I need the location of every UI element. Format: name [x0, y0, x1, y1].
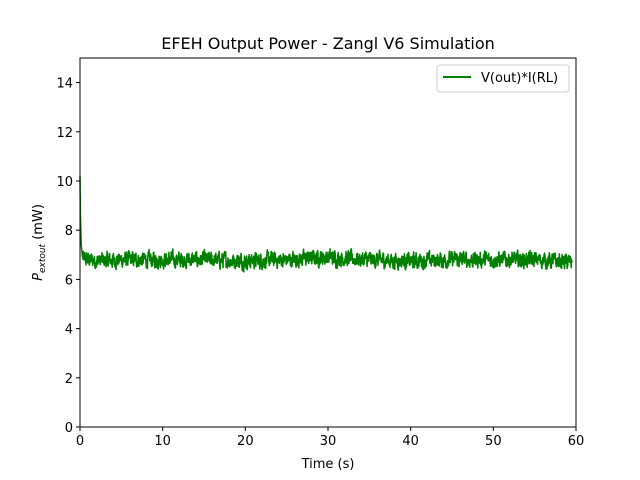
legend: V(out)*I(RL)	[436, 64, 570, 93]
y-tick-label: 2	[65, 372, 73, 387]
series-line	[79, 176, 573, 273]
chart-title: EFEH Output Power - Zangl V6 Simulation	[161, 34, 495, 53]
y-tick-label: 12	[56, 126, 73, 141]
y-tick-label: 10	[56, 175, 73, 190]
x-tick-label: 30	[320, 434, 337, 449]
x-tick-label: 20	[237, 434, 254, 449]
y-tick-label: 6	[65, 273, 73, 288]
series-layer	[79, 176, 573, 273]
y-axis-label: Pextout (mW)	[31, 204, 48, 281]
plot-area	[79, 57, 577, 428]
y-axis-label-symbol: P	[31, 273, 46, 281]
x-tick-label: 10	[154, 434, 171, 449]
x-axis: 0 10 20 30 40 50 60	[76, 427, 584, 449]
x-tick-label: 0	[76, 434, 84, 449]
legend-entry-label: V(out)*I(RL)	[481, 71, 558, 86]
x-tick-label: 60	[568, 434, 585, 449]
x-axis-label: Time (s)	[301, 457, 355, 472]
y-tick-label: 14	[56, 77, 73, 92]
y-axis-label-unit: (mW)	[31, 204, 46, 244]
y-tick-label: 8	[65, 224, 73, 239]
plot-background	[80, 58, 576, 427]
y-axis-label-subscript: extout	[38, 243, 48, 273]
legend-box	[436, 64, 570, 93]
y-tick-label: 4	[65, 323, 73, 338]
y-tick-label: 0	[65, 421, 73, 436]
x-tick-label: 50	[485, 434, 502, 449]
x-tick-label: 40	[402, 434, 419, 449]
y-axis: 0 2 4 6 8 10 12 14	[56, 77, 80, 436]
